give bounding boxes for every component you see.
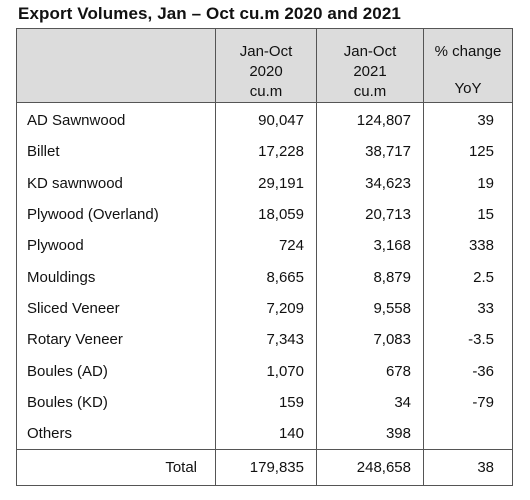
row-value-2021: 124,807 — [316, 102, 424, 137]
total-2021: 248,658 — [316, 449, 424, 487]
row-value-2020: 724 — [215, 230, 317, 262]
table-row: Boules (KD) 159 34 -79 — [16, 386, 513, 418]
header-2021-line-3: cu.m — [353, 83, 387, 100]
header-pct-change-yoy: YoY — [454, 80, 482, 97]
row-label: Mouldings — [16, 261, 216, 293]
row-change — [423, 417, 513, 450]
header-2020-line-3: cu.m — [249, 83, 283, 100]
export-volumes-table: Jan-Oct 2020 cu.m Jan-Oct 2021 cu.m % ch… — [16, 28, 513, 487]
row-value-2020: 18,059 — [215, 198, 317, 231]
total-row: Total 179,835 248,658 38 — [16, 449, 513, 487]
row-label: KD sawnwood — [16, 167, 216, 199]
header-2020: Jan-Oct 2020 cu.m — [215, 28, 317, 103]
row-label: Others — [16, 417, 216, 450]
header-empty-cell — [16, 28, 216, 103]
row-change: 33 — [423, 292, 513, 325]
row-value-2021: 678 — [316, 355, 424, 387]
table-row: Others 140 398 — [16, 417, 513, 450]
row-value-2021: 398 — [316, 417, 424, 450]
row-label: Sliced Veneer — [16, 292, 216, 325]
row-value-2020: 7,209 — [215, 292, 317, 325]
table-row: Plywood 724 3,168 338 — [16, 230, 513, 262]
row-label: Boules (KD) — [16, 386, 216, 418]
row-value-2021: 9,558 — [316, 292, 424, 325]
row-value-2020: 8,665 — [215, 261, 317, 293]
row-label: Rotary Veneer — [16, 324, 216, 356]
header-pct-change: % change YoY — [423, 28, 513, 103]
row-value-2020: 17,228 — [215, 136, 317, 168]
row-value-2021: 3,168 — [316, 230, 424, 262]
row-change: 338 — [423, 230, 513, 262]
row-value-2021: 7,083 — [316, 324, 424, 356]
row-value-2021: 38,717 — [316, 136, 424, 168]
table-row: Rotary Veneer 7,343 7,083 -3.5 — [16, 324, 513, 356]
row-value-2021: 20,713 — [316, 198, 424, 231]
row-value-2020: 90,047 — [215, 102, 317, 137]
total-change: 38 — [423, 449, 513, 487]
row-value-2020: 140 — [215, 417, 317, 450]
table-body: AD Sawnwood 90,047 124,807 39 Billet 17,228 38… — [16, 102, 513, 487]
row-value-2021: 34,623 — [316, 167, 424, 199]
table-row: Boules (AD) 1,070 678 -36 — [16, 355, 513, 387]
header-2021: Jan-Oct 2021 cu.m — [316, 28, 424, 103]
row-value-2020: 7,343 — [215, 324, 317, 356]
row-value-2021: 34 — [316, 386, 424, 418]
row-change: 15 — [423, 198, 513, 231]
row-value-2020: 29,191 — [215, 167, 317, 199]
header-2020-line-2: 2020 — [249, 63, 283, 80]
row-change: -79 — [423, 386, 513, 418]
table-row: AD Sawnwood 90,047 124,807 39 — [16, 102, 513, 137]
table-row: Plywood (Overland) 18,059 20,713 15 — [16, 198, 513, 231]
row-change: 125 — [423, 136, 513, 168]
row-change: 19 — [423, 167, 513, 199]
table-row: Billet 17,228 38,717 125 — [16, 136, 513, 168]
total-2020: 179,835 — [215, 449, 317, 487]
row-value-2020: 1,070 — [215, 355, 317, 387]
header-row: Jan-Oct 2020 cu.m Jan-Oct 2021 cu.m % ch… — [16, 28, 513, 103]
row-change: -3.5 — [423, 324, 513, 356]
row-value-2021: 8,879 — [316, 261, 424, 293]
header-2020-line-1: Jan-Oct — [239, 43, 293, 60]
header-2021-line-1: Jan-Oct — [343, 43, 397, 60]
header-2021-line-2: 2021 — [353, 63, 387, 80]
row-label: AD Sawnwood — [16, 102, 216, 137]
row-label: Boules (AD) — [16, 355, 216, 387]
table-row: Sliced Veneer 7,209 9,558 33 — [16, 292, 513, 325]
table-title: Export Volumes, Jan – Oct cu.m 2020 and … — [18, 4, 401, 23]
table-row: KD sawnwood 29,191 34,623 19 — [16, 167, 513, 199]
row-change: -36 — [423, 355, 513, 387]
row-change: 39 — [423, 102, 513, 137]
row-label: Billet — [16, 136, 216, 168]
total-label: Total — [16, 449, 216, 487]
table-row: Mouldings 8,665 8,879 2.5 — [16, 261, 513, 293]
row-value-2020: 159 — [215, 386, 317, 418]
row-change: 2.5 — [423, 261, 513, 293]
row-label: Plywood — [16, 230, 216, 262]
header-pct-change-top: % change — [434, 43, 502, 60]
row-label: Plywood (Overland) — [16, 198, 216, 231]
